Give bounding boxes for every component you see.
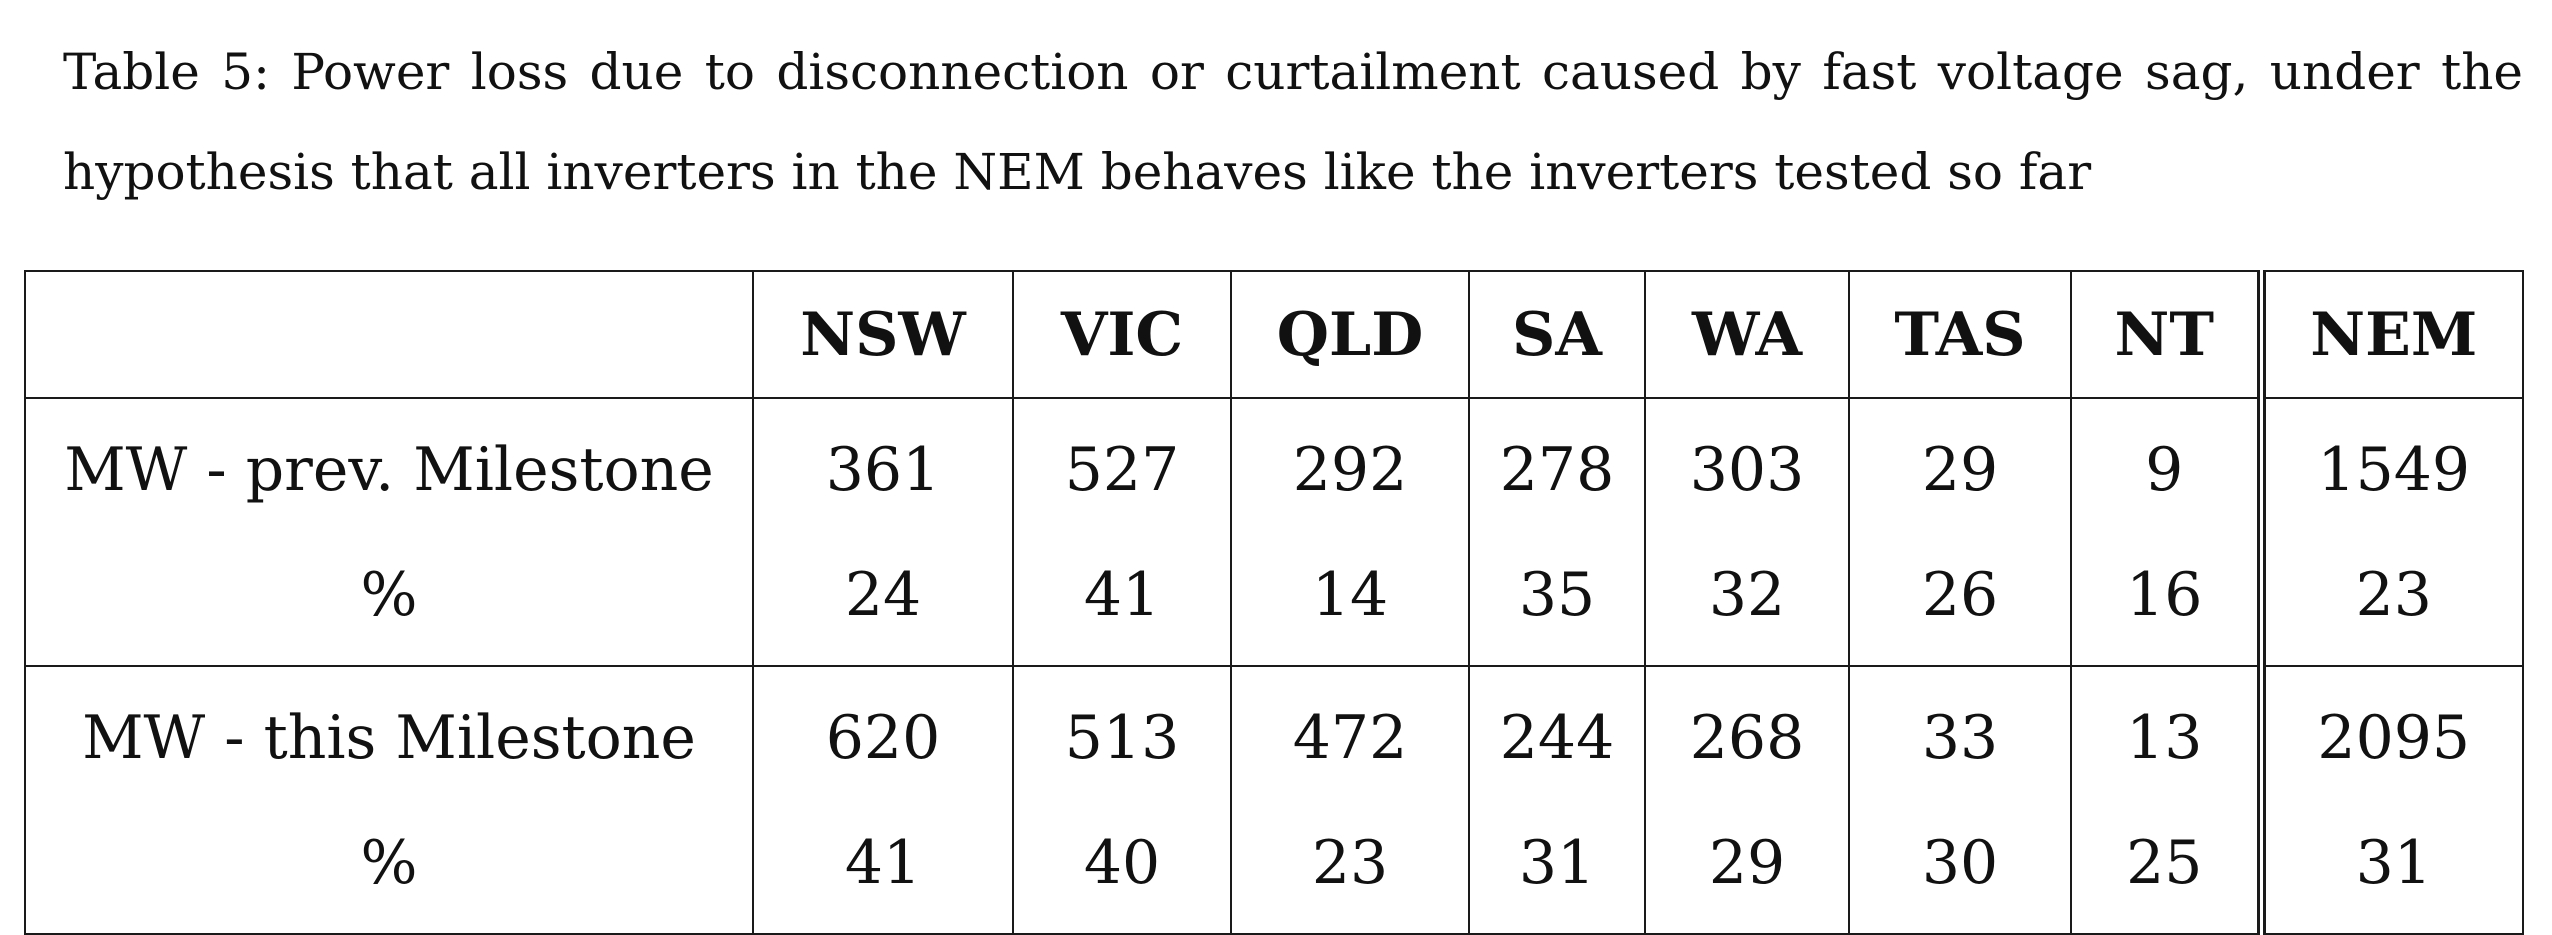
table-cell: 26 bbox=[1848, 532, 2072, 667]
table-cell: 527 bbox=[1012, 397, 1232, 532]
table-cell-nem: 31 bbox=[2256, 800, 2524, 935]
header-cell-tas: TAS bbox=[1848, 270, 2072, 399]
table-cell: 33 bbox=[1848, 665, 2072, 800]
table-header-row: NSW VIC QLD SA WA TAS NT NEM bbox=[24, 270, 2524, 399]
table-cell-nem: 23 bbox=[2256, 532, 2524, 667]
table-row-this-pct: % 41 40 23 31 29 30 25 31 bbox=[24, 800, 2524, 935]
table-cell-nem: 2095 bbox=[2256, 665, 2524, 800]
header-cell-wa: WA bbox=[1644, 270, 1850, 399]
table-cell: 29 bbox=[1848, 397, 2072, 532]
header-cell-sa: SA bbox=[1468, 270, 1646, 399]
table-cell: 9 bbox=[2070, 397, 2262, 532]
table-cell: 16 bbox=[2070, 532, 2262, 667]
table-cell: 32 bbox=[1644, 532, 1850, 667]
header-cell-qld: QLD bbox=[1230, 270, 1470, 399]
table-cell: 292 bbox=[1230, 397, 1470, 532]
table-row-prev-pct: % 24 41 14 35 32 26 16 23 bbox=[24, 532, 2524, 667]
row-label: MW - this Milestone bbox=[24, 665, 754, 800]
header-cell-empty bbox=[24, 270, 754, 399]
table-cell: 40 bbox=[1012, 800, 1232, 935]
table-cell: 35 bbox=[1468, 532, 1646, 667]
table-cell: 41 bbox=[752, 800, 1014, 935]
table-cell: 25 bbox=[2070, 800, 2262, 935]
power-loss-table: NSW VIC QLD SA WA TAS NT NEM MW - prev. … bbox=[24, 270, 2524, 935]
table-cell: 31 bbox=[1468, 800, 1646, 935]
table-row-prev-mw: MW - prev. Milestone 361 527 292 278 303… bbox=[24, 397, 2524, 532]
table-row-this-mw: MW - this Milestone 620 513 472 244 268 … bbox=[24, 665, 2524, 800]
table-cell: 29 bbox=[1644, 800, 1850, 935]
table-cell: 41 bbox=[1012, 532, 1232, 667]
table-cell: 278 bbox=[1468, 397, 1646, 532]
table-cell-nem: 1549 bbox=[2256, 397, 2524, 532]
table-caption: Table 5: Power loss due to disconnection… bbox=[63, 43, 2523, 201]
table-cell: 23 bbox=[1230, 800, 1470, 935]
row-label: % bbox=[24, 800, 754, 935]
table-cell: 244 bbox=[1468, 665, 1646, 800]
table-cell: 472 bbox=[1230, 665, 1470, 800]
header-cell-nt: NT bbox=[2070, 270, 2262, 399]
header-cell-nsw: NSW bbox=[752, 270, 1014, 399]
table-cell: 361 bbox=[752, 397, 1014, 532]
table-cell: 620 bbox=[752, 665, 1014, 800]
table-cell: 303 bbox=[1644, 397, 1850, 532]
power-loss-table-container: NSW VIC QLD SA WA TAS NT NEM MW - prev. … bbox=[24, 270, 2524, 935]
header-cell-nem: NEM bbox=[2256, 270, 2524, 399]
row-label: MW - prev. Milestone bbox=[24, 397, 754, 532]
table-cell: 30 bbox=[1848, 800, 2072, 935]
table-cell: 24 bbox=[752, 532, 1014, 667]
table-cell: 13 bbox=[2070, 665, 2262, 800]
header-cell-vic: VIC bbox=[1012, 270, 1232, 399]
table-cell: 268 bbox=[1644, 665, 1850, 800]
table-cell: 513 bbox=[1012, 665, 1232, 800]
row-label: % bbox=[24, 532, 754, 667]
table-cell: 14 bbox=[1230, 532, 1470, 667]
